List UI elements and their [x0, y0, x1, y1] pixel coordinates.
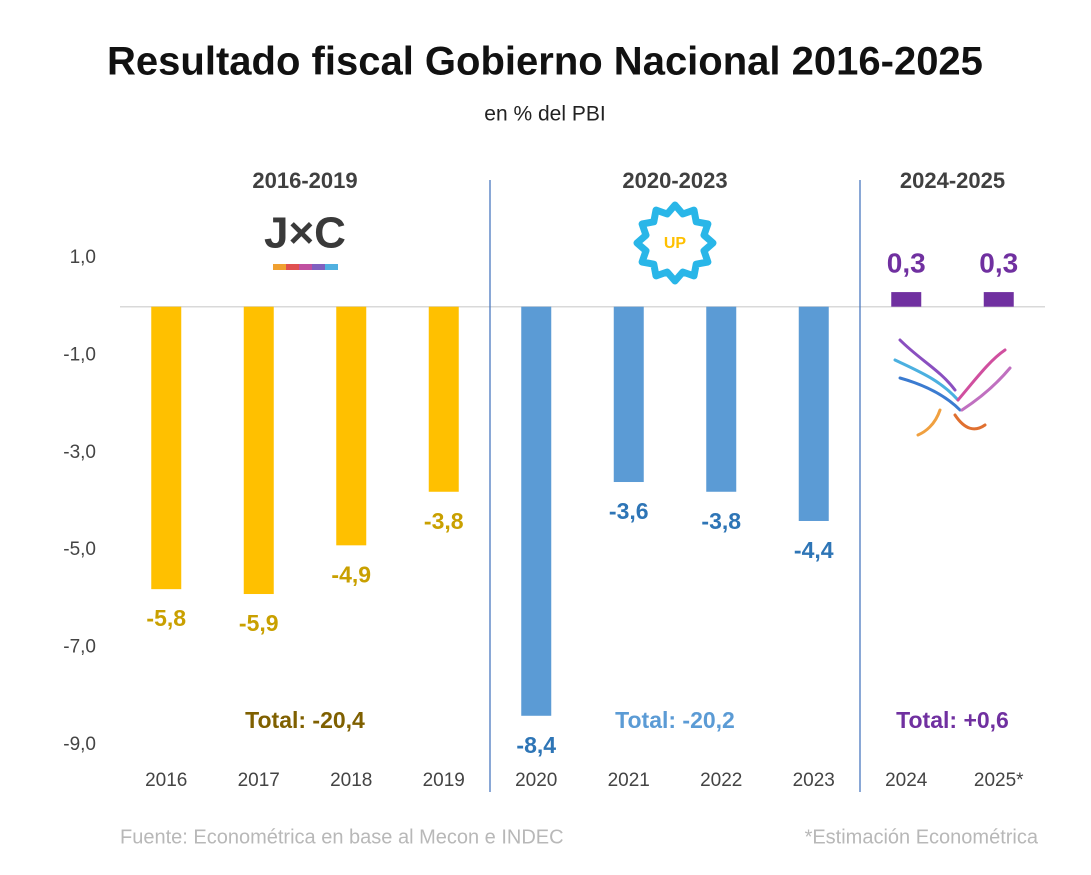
- y-tick-label: -5,0: [63, 539, 96, 560]
- x-tick-label: 2019: [423, 770, 465, 791]
- logo: UP: [664, 235, 687, 252]
- value-label: -3,8: [701, 508, 741, 534]
- value-label: -3,6: [609, 498, 649, 524]
- x-tick-label: 2016: [145, 770, 187, 791]
- group-total: Total: -20,2: [615, 707, 735, 733]
- bar: [336, 306, 367, 546]
- group-label: 2016-2019: [252, 168, 357, 193]
- bar: [891, 292, 922, 307]
- x-tick-label: 2022: [700, 770, 742, 791]
- chart-subtitle: en % del PBI: [484, 103, 605, 126]
- bar: [428, 306, 459, 492]
- value-label: -5,9: [239, 610, 279, 636]
- y-tick-label: -1,0: [63, 344, 96, 365]
- value-label: -3,8: [424, 508, 464, 534]
- group-label: 2024-2025: [900, 168, 1005, 193]
- bar: [243, 306, 274, 595]
- x-tick-label: 2017: [238, 770, 280, 791]
- value-label: -5,8: [146, 605, 186, 631]
- x-tick-label: 2020: [515, 770, 557, 791]
- value-label: 0,3: [887, 247, 926, 278]
- x-tick-label: 2021: [608, 770, 650, 791]
- note: *Estimación Econométrica: [805, 826, 1039, 848]
- group-total: Total: +0,6: [896, 707, 1009, 733]
- value-label: -8,4: [516, 732, 556, 758]
- logo-stripe: [325, 264, 338, 270]
- eagle-logo: [893, 338, 1012, 437]
- value-label: -4,4: [794, 537, 834, 563]
- bar: [521, 306, 552, 716]
- y-tick-label: -9,0: [63, 734, 96, 755]
- logo-stripe: [286, 264, 299, 270]
- logo-stripe: [273, 264, 286, 270]
- logo-stripe: [312, 264, 325, 270]
- bar: [613, 306, 644, 483]
- source: Fuente: Econométrica en base al Mecon e …: [120, 826, 564, 848]
- bar: [151, 306, 182, 590]
- x-tick-label: 2018: [330, 770, 372, 791]
- bar: [983, 292, 1014, 307]
- y-tick-label: 1,0: [70, 247, 96, 268]
- y-tick-label: -3,0: [63, 442, 96, 463]
- x-tick-label: 2024: [885, 770, 928, 791]
- bar: [798, 306, 829, 521]
- bar: [706, 306, 737, 492]
- value-label: -4,9: [331, 561, 371, 587]
- logo-sun: [633, 201, 717, 285]
- x-tick-label: 2025*: [974, 770, 1024, 791]
- x-tick-label: 2023: [793, 770, 835, 791]
- y-tick-label: -7,0: [63, 637, 96, 658]
- logo-stripe: [299, 264, 312, 270]
- logo: J×C: [264, 209, 346, 258]
- group-total: Total: -20,4: [245, 707, 365, 733]
- value-label: 0,3: [979, 247, 1018, 278]
- group-label: 2020-2023: [622, 168, 727, 193]
- chart-title: Resultado fiscal Gobierno Nacional 2016-…: [107, 40, 983, 84]
